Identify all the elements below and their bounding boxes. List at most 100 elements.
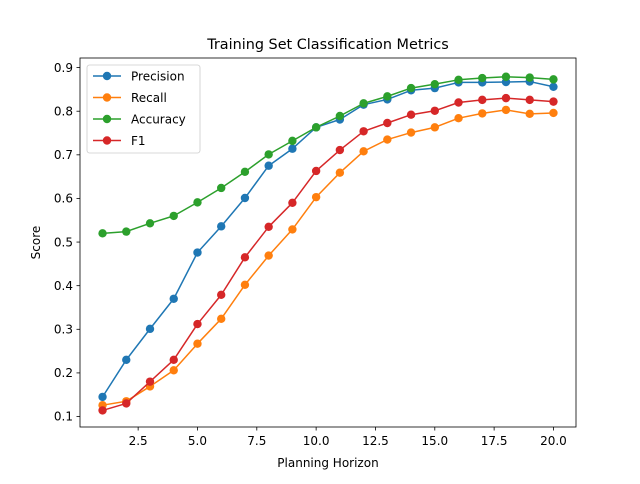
x-tick-label: 2.5 [129, 434, 148, 448]
y-tick-label: 0.3 [54, 322, 73, 336]
data-point-f1 [335, 145, 345, 155]
data-point-recall [359, 147, 368, 156]
data-point-f1 [193, 319, 202, 329]
legend-item-precision: Precision [93, 69, 185, 83]
x-tick-label: 12.5 [362, 434, 389, 448]
legend-label-f1: F1 [131, 134, 146, 148]
data-point-recall [501, 105, 511, 115]
y-axis-label: Score [29, 226, 43, 260]
data-point-accuracy [122, 227, 131, 236]
y-tick-label: 0.5 [54, 235, 73, 249]
data-point-f1 [406, 110, 416, 119]
data-point-recall [525, 109, 534, 119]
data-point-recall [549, 108, 558, 118]
data-point-f1 [288, 198, 297, 208]
data-point-accuracy [430, 79, 439, 89]
data-point-accuracy [525, 73, 534, 82]
data-point-accuracy [383, 92, 392, 101]
data-point-recall [240, 280, 250, 290]
legend-label-accuracy: Accuracy [131, 112, 186, 126]
data-point-precision [549, 82, 558, 91]
y-tick-label: 0.6 [54, 192, 73, 206]
data-point-accuracy [501, 72, 511, 81]
y-tick-label: 0.9 [54, 61, 73, 75]
x-axis-ticks: 2.5 5.0 7.5 10.0 12.5 15.0 17.5 20.0 [129, 427, 567, 448]
data-point-accuracy [288, 136, 297, 146]
x-tick-label: 5.0 [188, 434, 207, 448]
data-point-accuracy [264, 150, 273, 159]
legend-label-precision: Precision [131, 69, 185, 83]
data-point-f1 [525, 95, 534, 105]
data-point-f1 [122, 399, 131, 408]
data-point-precision [193, 248, 202, 257]
data-point-recall [288, 225, 297, 234]
data-point-f1 [311, 166, 321, 176]
data-point-accuracy [240, 167, 250, 177]
data-point-f1 [217, 290, 226, 300]
data-point-f1 [169, 355, 178, 365]
data-point-f1 [430, 106, 439, 115]
data-point-accuracy [145, 219, 155, 228]
data-point-accuracy [98, 229, 107, 238]
data-point-accuracy [549, 75, 558, 84]
y-tick-label: 0.4 [54, 279, 73, 293]
data-point-recall [311, 192, 321, 202]
data-point-accuracy [193, 198, 202, 207]
plot-series [98, 72, 558, 415]
data-point-f1 [98, 406, 107, 415]
data-point-f1 [501, 93, 511, 103]
data-point-recall [383, 135, 392, 144]
plot-frame [79, 57, 577, 428]
legend-item-recall: Recall [93, 91, 167, 105]
series-f1 [98, 93, 558, 415]
data-point-recall [169, 366, 178, 375]
legend-marker-f1 [102, 136, 112, 145]
legend-item-accuracy: Accuracy [93, 112, 186, 126]
data-point-recall [430, 123, 439, 132]
data-point-precision [145, 324, 155, 334]
x-tick-label: 10.0 [303, 434, 330, 448]
data-point-recall [406, 128, 416, 137]
data-point-precision [169, 294, 178, 303]
data-point-recall [264, 251, 273, 260]
legend-marker-accuracy [102, 114, 112, 124]
data-point-accuracy [311, 123, 321, 132]
legend-box [86, 64, 201, 154]
legend-marker-recall [102, 93, 112, 102]
data-point-recall [454, 113, 463, 123]
data-point-accuracy [359, 99, 368, 108]
data-point-precision [217, 222, 226, 231]
data-point-accuracy [454, 75, 463, 85]
y-tick-label: 0.8 [54, 104, 73, 118]
legend-label-recall: Recall [131, 91, 167, 105]
data-point-f1 [145, 377, 155, 386]
legend-item-f1: F1 [93, 134, 146, 148]
data-point-accuracy [335, 111, 345, 121]
data-point-recall [217, 314, 226, 324]
data-point-f1 [383, 118, 392, 128]
data-point-precision [288, 144, 297, 153]
data-point-recall [478, 109, 487, 118]
data-point-recall [193, 339, 202, 348]
x-tick-label: 20.0 [540, 434, 567, 448]
data-point-f1 [240, 253, 250, 262]
x-tick-label: 7.5 [247, 434, 266, 448]
data-point-f1 [478, 95, 487, 105]
legend-marker-precision [102, 71, 112, 81]
data-point-recall [335, 168, 345, 177]
y-tick-label: 0.2 [54, 366, 73, 380]
data-point-f1 [454, 98, 463, 107]
data-point-precision [122, 355, 131, 365]
y-axis-ticks: 0.1 0.2 0.3 0.4 0.5 0.6 0.7 0.8 0.9 [54, 61, 80, 424]
chart-title: Training Set Classification Metrics [206, 37, 449, 53]
data-point-precision [98, 392, 107, 402]
series-accuracy [98, 72, 558, 238]
x-tick-label: 15.0 [421, 434, 448, 448]
data-point-accuracy [169, 211, 178, 221]
data-point-accuracy [478, 73, 487, 83]
y-tick-label: 0.1 [54, 410, 73, 424]
legend: Precision Recall Accuracy F1 [86, 64, 201, 154]
data-point-accuracy [217, 183, 226, 193]
